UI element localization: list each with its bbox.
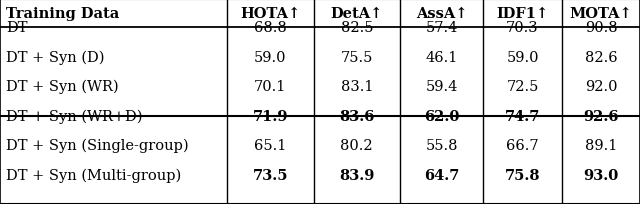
Text: 93.0: 93.0 <box>583 168 619 182</box>
Text: 55.8: 55.8 <box>426 138 458 152</box>
Text: DT + Syn (WR): DT + Syn (WR) <box>6 80 119 94</box>
Text: IDF1↑: IDF1↑ <box>497 7 548 21</box>
Text: DT: DT <box>6 21 28 35</box>
Text: 62.0: 62.0 <box>424 109 460 123</box>
Text: DetA↑: DetA↑ <box>331 7 383 21</box>
Text: 70.3: 70.3 <box>506 21 539 35</box>
Text: 59.4: 59.4 <box>426 80 458 94</box>
Text: 73.5: 73.5 <box>253 168 288 182</box>
Text: DT + Syn (WR+D): DT + Syn (WR+D) <box>6 109 143 123</box>
Text: 64.7: 64.7 <box>424 168 460 182</box>
Text: 92.6: 92.6 <box>583 109 619 123</box>
Text: 57.4: 57.4 <box>426 21 458 35</box>
Text: 59.0: 59.0 <box>254 50 287 64</box>
Text: Training Data: Training Data <box>6 7 120 21</box>
Text: 65.1: 65.1 <box>254 138 287 152</box>
Text: 75.5: 75.5 <box>340 50 373 64</box>
Text: DT + Syn (D): DT + Syn (D) <box>6 50 105 64</box>
Text: 82.6: 82.6 <box>585 50 617 64</box>
Text: 72.5: 72.5 <box>506 80 539 94</box>
Text: 74.7: 74.7 <box>505 109 540 123</box>
Text: 82.5: 82.5 <box>340 21 373 35</box>
Text: 83.6: 83.6 <box>339 109 374 123</box>
Text: HOTA↑: HOTA↑ <box>240 7 301 21</box>
Text: 80.2: 80.2 <box>340 138 373 152</box>
Text: 75.8: 75.8 <box>505 168 540 182</box>
Text: AssA↑: AssA↑ <box>416 7 467 21</box>
Text: 71.9: 71.9 <box>253 109 288 123</box>
Text: DT + Syn (Single-group): DT + Syn (Single-group) <box>6 138 189 152</box>
Text: 68.8: 68.8 <box>254 21 287 35</box>
Text: 46.1: 46.1 <box>426 50 458 64</box>
Text: 66.7: 66.7 <box>506 138 539 152</box>
Text: 92.0: 92.0 <box>585 80 617 94</box>
Text: 70.1: 70.1 <box>254 80 287 94</box>
Text: 90.8: 90.8 <box>585 21 617 35</box>
Text: 59.0: 59.0 <box>506 50 539 64</box>
Text: 89.1: 89.1 <box>585 138 617 152</box>
Text: 83.9: 83.9 <box>339 168 374 182</box>
Text: DT + Syn (Multi-group): DT + Syn (Multi-group) <box>6 167 182 182</box>
Text: 83.1: 83.1 <box>340 80 373 94</box>
Text: MOTA↑: MOTA↑ <box>570 7 632 21</box>
